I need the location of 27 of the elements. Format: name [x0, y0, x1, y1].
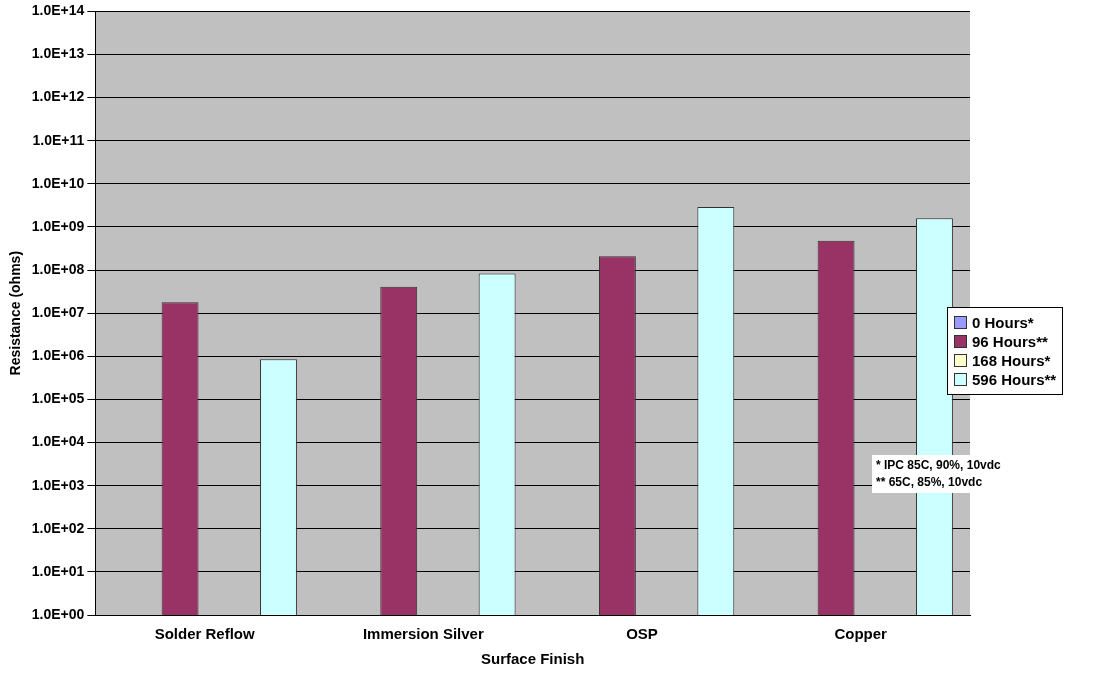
x-tick-label: Immersion Silver [362, 625, 484, 643]
y-tick-label: 1.0E+01 [31, 562, 85, 579]
annotation: ** 65C, 85%, 10vdc [876, 474, 984, 491]
y-tick-label: 1.0E+09 [31, 217, 85, 234]
x-tick-label: Copper [834, 625, 888, 643]
y-tick-label: 1.0E+06 [31, 347, 85, 364]
x-tick-label: Solder Reflow [154, 625, 256, 643]
legend-label: 596 Hours** [972, 371, 1057, 388]
legend-label: 168 Hours* [972, 352, 1051, 369]
x-axis-title: Surface Finish [480, 650, 585, 668]
y-tick-label: 1.0E+03 [31, 476, 85, 493]
legend-label: 96 Hours** [972, 333, 1048, 350]
x-tick-label: OSP [626, 625, 658, 643]
y-tick-label: 1.0E+00 [31, 605, 85, 622]
y-tick-label: 1.0E+10 [31, 174, 85, 191]
y-tick-label: 1.0E+07 [31, 304, 85, 321]
y-tick-label: 1.0E+14 [31, 2, 85, 19]
y-tick-label: 1.0E+02 [31, 519, 85, 536]
y-tick-label: 1.0E+04 [31, 433, 85, 450]
y-tick-label: 1.0E+05 [31, 390, 85, 407]
y-tick-label: 1.0E+13 [31, 45, 85, 62]
legend-label: 0 Hours* [972, 314, 1034, 331]
y-axis-title: Resistance (ohms) [7, 250, 24, 376]
y-tick-label: 1.0E+12 [31, 88, 85, 105]
y-tick-label: 1.0E+08 [31, 260, 85, 277]
y-tick-label: 1.0E+11 [32, 131, 85, 148]
annotation: * IPC 85C, 90%, 10vdc [876, 457, 1001, 474]
